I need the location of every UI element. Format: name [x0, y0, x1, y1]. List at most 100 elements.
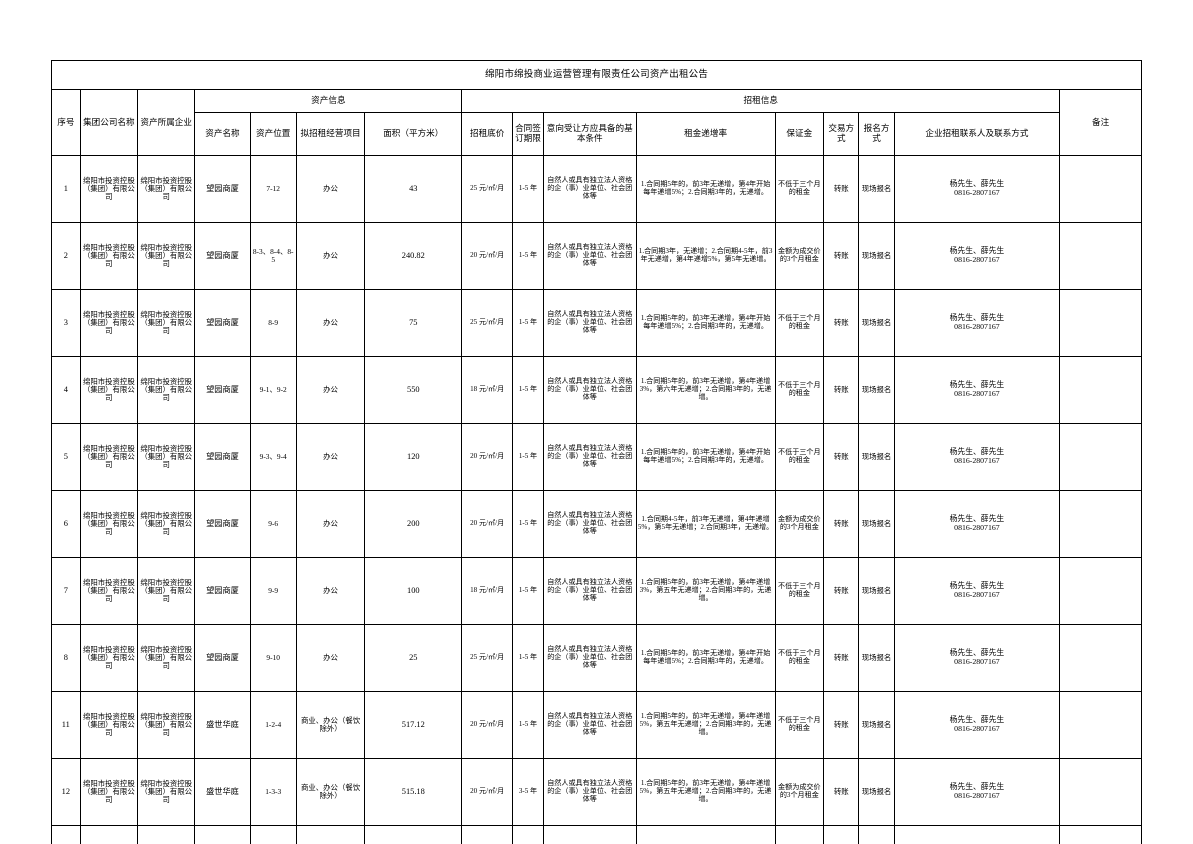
cell-asset-name: 望园商厦: [194, 155, 251, 223]
cell-asset-location: 9-6: [249, 490, 297, 558]
cell-signup-method: 现场报名: [858, 155, 895, 223]
cell-payment-method: 转账: [823, 289, 860, 357]
cell-area: 517.12: [364, 691, 463, 759]
cell-group-company: 绵阳市投资控股（集团）有限公司: [79, 557, 139, 625]
table-row: 3 绵阳市投资控股（集团）有限公司 绵阳市投资控股（集团）有限公司 望园商厦 8-9 办公…: [51, 289, 1142, 357]
cell-floor-price: 25 元/㎡/月: [461, 155, 514, 223]
cell-rent-increase: 1.合同期5年的，前3年无递增，第4年开始每年递增5%；2.合同期3年的，无递增…: [635, 624, 776, 692]
cell-seq: 7: [51, 557, 81, 625]
cell-asset-location: 1-1-18: [249, 825, 297, 844]
cell-deposit: 不低于三个月的租金: [774, 356, 825, 424]
cell-asset-name: 望园商厦: [194, 423, 251, 491]
cell-owner-enterprise: 绵阳市投资控股（集团）有限公司: [137, 289, 196, 357]
cell-area: 120: [364, 423, 463, 491]
cell-asset-name: 望园商厦: [194, 289, 251, 357]
cell-area: 84.13: [364, 825, 463, 844]
cell-group-company: 绵阳市投资控股（集团）有限公司: [79, 356, 139, 424]
cell-basic-conditions: 自然人或具有独立法人资格的企（事）业单位、社会团体等: [542, 222, 637, 290]
header-asset-name: 资产名称: [194, 112, 251, 156]
cell-asset-location: 9-3、9-4: [249, 423, 297, 491]
cell-seq: 3: [51, 289, 81, 357]
cell-basic-conditions: 自然人或具有独立法人资格的企（事）业单位、社会团体等: [542, 356, 637, 424]
table-row: 12 绵阳市投资控股（集团）有限公司 绵阳市投资控股（集团）有限公司 盛世华庭 1-3-…: [51, 758, 1142, 826]
cell-seq: 2: [51, 222, 81, 290]
cell-intended-business: 办公: [295, 222, 366, 290]
asset-lease-table: 绵阳市绵投商业运营管理有限责任公司资产出租公告 序号 集团公司名称 资产所属企业…: [51, 60, 1142, 844]
cell-floor-price: 20 元/㎡/月: [461, 490, 514, 558]
cell-floor-price: 18 元/㎡/月: [461, 557, 514, 625]
cell-basic-conditions: 自然人或具有独立法人资格的企（事）业单位、社会团体等: [542, 557, 637, 625]
cell-area: 240.82: [364, 222, 463, 290]
cell-signup-method: 现场报名: [858, 758, 895, 826]
cell-asset-location: 1-2-4: [249, 691, 297, 759]
cell-payment-method: 转账: [823, 691, 860, 759]
cell-asset-name: 望园商厦: [194, 222, 251, 290]
header-asset-location: 资产位置: [249, 112, 297, 156]
cell-area: 550: [364, 356, 463, 424]
cell-group-company: 绵阳市投资控股（集团）有限公司: [79, 289, 139, 357]
announcement-sheet: 绵阳市绵投商业运营管理有限责任公司资产出租公告 序号 集团公司名称 资产所属企业…: [51, 60, 1142, 844]
cell-area: 43: [364, 155, 463, 223]
cell-seq: 8: [51, 624, 81, 692]
cell-contract-term: 1-5 年: [512, 423, 544, 491]
cell-intended-business: 商业、办公（餐饮除外）: [295, 825, 366, 844]
cell-signup-method: 现场报名: [858, 423, 895, 491]
cell-area: 75: [364, 289, 463, 357]
header-sub-row: 资产名称 资产位置 拟招租经营项目 面积（平方米） 招租底价 合同签订期限 意向…: [52, 112, 1142, 156]
cell-owner-enterprise: 绵阳市投资控股（集团）有限公司: [137, 490, 196, 558]
cell-deposit: 金额为成交价的3个月租金: [774, 758, 825, 826]
header-asset-info-group: 资产信息: [194, 89, 463, 113]
cell-seq: 11: [51, 691, 81, 759]
cell-owner-enterprise: 绵阳市投资控股（集团）有限公司: [137, 624, 196, 692]
cell-floor-price: 20 元/㎡/月: [461, 423, 514, 491]
cell-asset-location: 9-9: [249, 557, 297, 625]
cell-asset-name: 望园商厦: [194, 557, 251, 625]
cell-rent-increase: 1.合同期5年的，前3年无递增，第4年递增5%，第五年无递增；2.合同期3年的，…: [635, 691, 776, 759]
table-row: 11 绵阳市投资控股（集团）有限公司 绵阳市投资控股（集团）有限公司 盛世华庭 1-2-…: [51, 691, 1142, 759]
cell-floor-price: 20 元/㎡/月: [461, 691, 514, 759]
cell-asset-location: 9-10: [249, 624, 297, 692]
page-title: 绵阳市绵投商业运营管理有限责任公司资产出租公告: [51, 60, 1142, 90]
cell-remark: [1059, 289, 1142, 357]
cell-owner-enterprise: 绵阳市投资控股（集团）有限公司: [137, 825, 196, 844]
cell-basic-conditions: 自然人或具有独立法人资格的企（事）业单位、社会团体等: [542, 624, 637, 692]
header-signup-method: 报名方式: [858, 112, 895, 156]
cell-asset-location: 1-3-3: [249, 758, 297, 826]
cell-signup-method: 现场报名: [858, 490, 895, 558]
cell-rent-increase: 1.合同期4-5年，前3年无递增，第4年递增5%，第5年无递增；2.合同期3年，…: [635, 490, 776, 558]
cell-asset-location: 8-3、8-4、8-5: [249, 222, 297, 290]
cell-group-company: 绵阳市投资控股（集团）有限公司: [79, 825, 139, 844]
cell-intended-business: 办公: [295, 557, 366, 625]
cell-deposit: 金额为成交价的3个月租金: [774, 222, 825, 290]
cell-payment-method: 转账: [823, 624, 860, 692]
cell-deposit: 不低于三个月的租金: [774, 289, 825, 357]
cell-area: 100: [364, 557, 463, 625]
header-group-company: 集团公司名称: [79, 89, 139, 156]
cell-remark: [1059, 423, 1142, 491]
cell-remark: [1059, 557, 1142, 625]
cell-floor-price: 20 元/㎡/月: [461, 222, 514, 290]
cell-remark: [1059, 624, 1142, 692]
table-row: 6 绵阳市投资控股（集团）有限公司 绵阳市投资控股（集团）有限公司 望园商厦 9-6 办公…: [51, 490, 1142, 558]
cell-group-company: 绵阳市投资控股（集团）有限公司: [79, 490, 139, 558]
table-row: 2 绵阳市投资控股（集团）有限公司 绵阳市投资控股（集团）有限公司 望园商厦 8-3、8…: [51, 222, 1142, 290]
cell-floor-price: 20 元/㎡/月: [461, 758, 514, 826]
cell-signup-method: 现场报名: [858, 557, 895, 625]
cell-group-company: 绵阳市投资控股（集团）有限公司: [79, 155, 139, 223]
cell-asset-name: 盛世华庭: [194, 758, 251, 826]
cell-signup-method: 现场报名: [858, 624, 895, 692]
cell-owner-enterprise: 绵阳市投资控股（集团）有限公司: [137, 155, 196, 223]
table-row: 13绵阳市投资控股（集团）有限公司绵阳市投资控股（集团）有限公司绢纺厂1-1-1…: [51, 825, 1142, 844]
cell-owner-enterprise: 绵阳市投资控股（集团）有限公司: [137, 423, 196, 491]
cell-seq: 1: [51, 155, 81, 223]
cell-payment-method: 转账: [823, 356, 860, 424]
cell-group-company: 绵阳市投资控股（集团）有限公司: [79, 423, 139, 491]
cell-signup-method: 现场报名: [858, 691, 895, 759]
cell-remark: [1059, 356, 1142, 424]
